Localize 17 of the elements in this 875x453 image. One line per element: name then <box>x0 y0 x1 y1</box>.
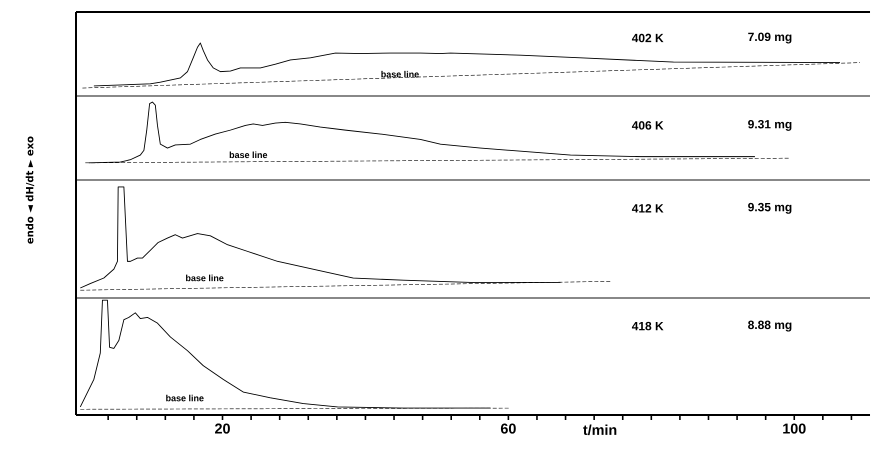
x-tick-label: 60 <box>500 424 516 434</box>
x-tick-label: 100 <box>783 424 806 434</box>
annotation: base line <box>381 70 419 78</box>
annotation: base line <box>230 152 268 158</box>
annotation: 418 K <box>632 322 664 330</box>
annotation: 9.31 mg <box>748 120 792 131</box>
y-axis-title: endo ◄ dH/dt ► exo <box>26 136 34 244</box>
annotation: 412 K <box>632 204 664 212</box>
annotation: base line <box>166 394 204 402</box>
text: 402 K <box>632 34 664 42</box>
annotation: base line <box>186 274 224 282</box>
annotation: 9.35 mg <box>748 202 792 214</box>
x-tick-label: 20 <box>215 424 230 434</box>
annotation: 7.09 mg <box>748 32 792 44</box>
annotation: 8.88 mg <box>748 320 792 332</box>
annotation: 406 K <box>632 121 664 130</box>
x-axis-title: t/min <box>583 424 616 436</box>
